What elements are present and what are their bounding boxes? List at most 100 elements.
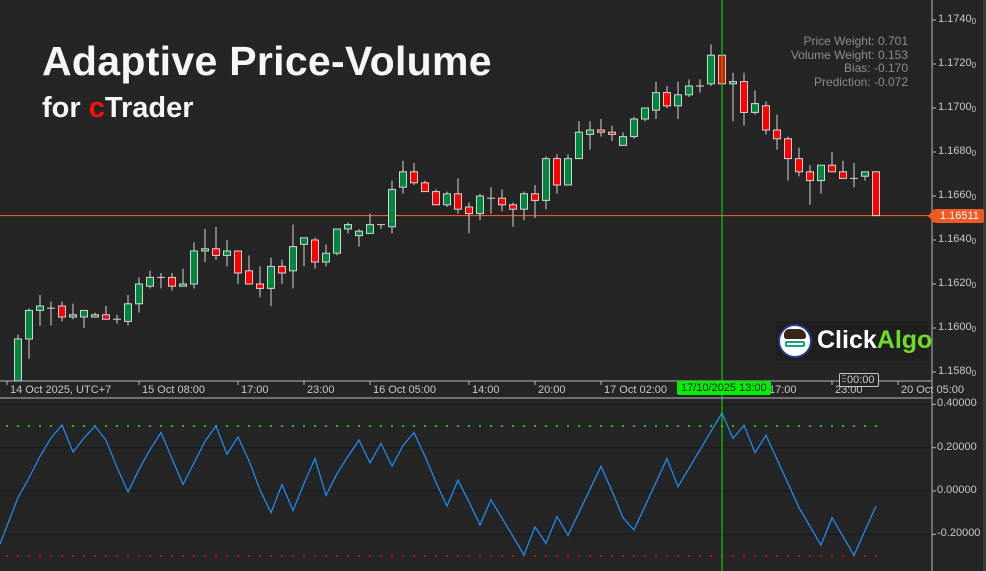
candle [795,147,803,177]
grip-icon[interactable] [842,374,846,383]
time-tick-label: 20 Oct 05:00 [901,384,964,396]
indicator-tick-label: 0.20000 [937,440,977,453]
candle [278,259,286,284]
candle-body-bull [14,338,22,382]
candle [366,213,374,234]
candle-body-bear [168,276,176,287]
price-tick-value: 1.1600 [938,321,972,333]
prediction: Prediction: -0.072 [813,75,908,90]
candle [179,268,187,287]
candle-body-bear [245,270,253,285]
candle-body-bull [520,193,528,210]
candle-body-bull [25,309,33,340]
subtitle-brand-c: c [88,92,105,124]
candle-body-bull [399,171,407,188]
candle [168,273,176,291]
candle [850,163,858,188]
candle [784,136,792,181]
candle-body-bull [641,107,649,120]
candle-body-bull [300,237,308,245]
time-marker[interactable]: 00:00 [839,373,879,387]
candle-body-bear [784,138,792,160]
subtitle-prefix: for [42,92,89,124]
candle-body-bull [135,283,143,305]
price-tick-subscript: 0 [971,237,977,246]
candle [14,334,22,382]
candle-body-bear [311,239,319,263]
candle [773,114,781,150]
price-tick-value: 1.1680 [938,145,972,157]
candle [586,121,594,150]
candle-body-bull [201,248,209,252]
candle [410,163,418,185]
time-tick-label: 23:00 [835,384,863,396]
time-tick-label: 15 Oct 08:00 [142,384,205,396]
candle-body-bull [542,158,550,201]
candle-body-bull [146,276,154,287]
candle [36,295,44,326]
candle-body-bull [91,314,99,318]
time-tick-label: 17:00 [241,384,269,396]
candle-body-bear [509,204,517,210]
avatar-icon [778,324,812,358]
candle-body-bull [729,81,737,85]
indicator-subtitle: for cTrader [42,92,194,125]
candle-body-bull [630,118,638,138]
volume-weight: Volume Weight: 0.153 [790,47,908,62]
logo-text-click: Click [817,326,877,354]
logo-text: ClickAlgo [817,326,932,355]
candle [828,152,836,173]
current-price-label: 1.16511 [928,209,984,223]
price-tick-value: 1.1580 [938,365,972,377]
candle [839,160,847,179]
price-tick-subscript: 0 [971,193,977,202]
candle [113,314,121,324]
time-tick-label: 17 Oct 02:00 [604,384,667,396]
candle-body-bull [333,228,341,254]
crosshair-time-label: 17/10/2025 13:00 [677,381,771,395]
candle-body-bull [124,303,132,322]
candle-body-bear [102,314,110,320]
candle [487,187,495,214]
candle [58,301,66,322]
candle [146,270,154,289]
price-tick-label: 1.16800 [938,145,976,158]
candle [190,242,198,289]
candle [663,86,671,108]
candle-body-bull [564,158,572,186]
price-tick-value: 1.1660 [938,189,972,201]
price-tick-subscript: 0 [971,17,977,26]
candle-body-bull [751,103,759,113]
candle-body-bull [674,94,682,107]
time-tick-label: 20:00 [538,384,566,396]
candle [861,171,869,181]
candle-body-bull [267,265,275,289]
indicator-title: Adaptive Price-Volume [42,38,492,84]
logo-text-algo: Algo [876,326,933,354]
indicator-tick-label: -0.20000 [937,527,981,540]
indicator-pane[interactable] [0,403,932,557]
clickalgo-logo: ClickAlgo [776,321,932,361]
candle-body-bull [344,224,352,230]
candle-body-bear [663,92,671,107]
candle-body-bear [608,131,616,135]
candle-body-bull [443,193,451,206]
candle [729,72,737,122]
candle [399,160,407,194]
candle [421,180,429,193]
price-pane[interactable] [0,44,932,382]
candle [344,222,352,234]
candle-body-bear [740,81,748,113]
candle [443,191,451,207]
candle-body-bull [575,131,583,160]
candle [696,79,704,93]
candle [432,189,440,206]
candle-body-bear [234,250,242,274]
price-tick-value: 1.1740 [938,13,972,25]
price-tick-subscript: 0 [971,325,977,334]
candle-body-bear [773,129,781,140]
price-tick-subscript: 0 [971,105,977,114]
price-tick-value: 1.1700 [938,101,972,113]
